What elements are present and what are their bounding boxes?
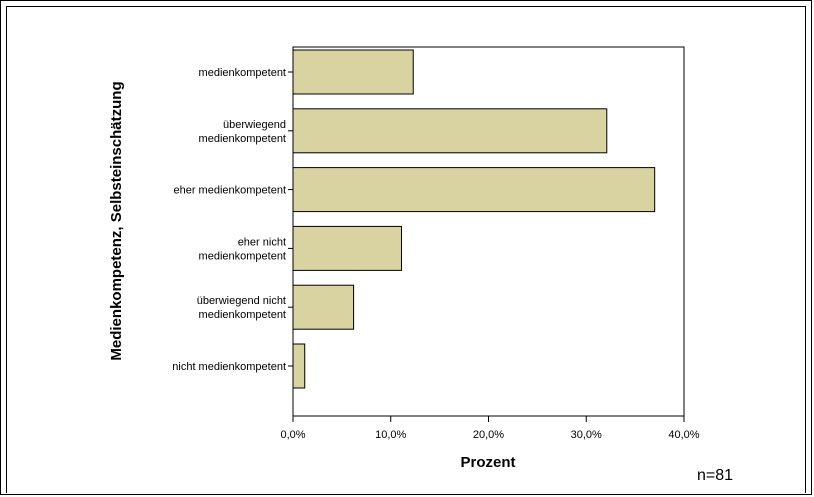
x-tick-label: 0,0%: [280, 429, 305, 441]
x-tick-label: 20,0%: [473, 429, 504, 441]
bar-5: [292, 284, 355, 330]
y-tick-label: eher nicht medienkompetent: [199, 236, 286, 262]
y-tick-label: eher medienkompetent: [173, 185, 286, 197]
x-axis-title: Prozent: [460, 454, 515, 471]
y-tick-label: nicht medienkompetent: [172, 361, 286, 373]
x-tick-label: 10,0%: [375, 429, 406, 441]
sample-size-note: n=81: [697, 467, 733, 484]
y-tick-label: überwiegend medienkompetent: [199, 119, 286, 145]
bar-6: [292, 343, 306, 389]
y-axis-title: Medienkompetenz, Selbsteinschätzung: [108, 81, 125, 360]
x-tick-label: 40,0%: [668, 429, 699, 441]
chart-panel: [6, 6, 806, 493]
y-tick-label: überwiegend nicht medienkompetent: [197, 295, 286, 321]
bar-1: [292, 49, 414, 95]
bar-3: [292, 167, 656, 213]
y-tick-label: medienkompetent: [199, 67, 286, 79]
x-tick-label: 30,0%: [571, 429, 602, 441]
bar-2: [292, 108, 608, 154]
bar-4: [292, 225, 403, 271]
